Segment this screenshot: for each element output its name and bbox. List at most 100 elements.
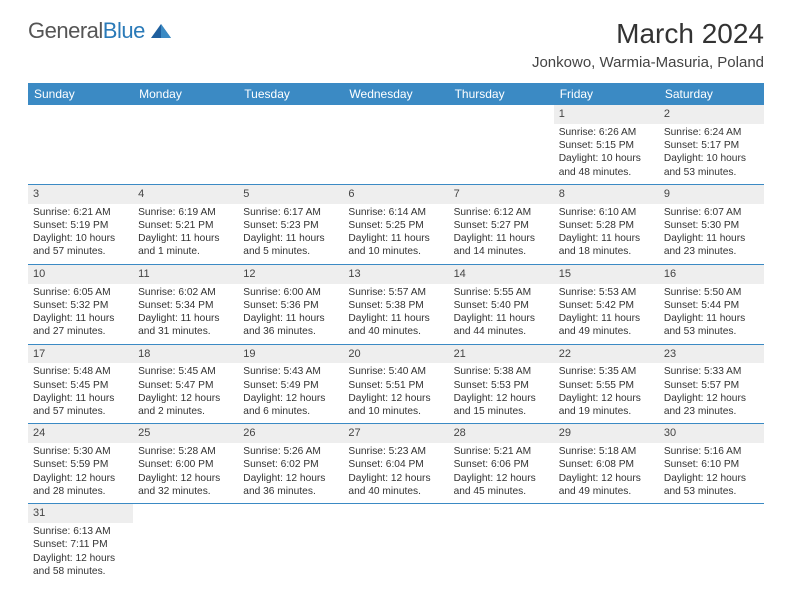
day-number: 13 [343,265,448,284]
empty-cell [133,504,238,583]
day-info: Sunrise: 5:43 AMSunset: 5:49 PMDaylight:… [243,365,338,418]
day-number: 16 [659,265,764,284]
day-cell: 20Sunrise: 5:40 AMSunset: 5:51 PMDayligh… [343,344,448,424]
day-number: 31 [28,504,133,523]
day-number: 20 [343,345,448,364]
day-cell: 7Sunrise: 6:12 AMSunset: 5:27 PMDaylight… [449,184,554,264]
empty-cell [554,504,659,583]
day-info: Sunrise: 5:26 AMSunset: 6:02 PMDaylight:… [243,445,338,498]
day-info: Sunrise: 5:55 AMSunset: 5:40 PMDaylight:… [454,286,549,339]
day-info: Sunrise: 5:18 AMSunset: 6:08 PMDaylight:… [559,445,654,498]
weekday-header: Friday [554,83,659,105]
day-cell: 25 Sunrise: 5:28 AMSunset: 6:00 PMDayligh… [133,424,238,504]
day-cell: 13 Sunrise: 5:57 AMSunset: 5:38 PMDayligh… [343,264,448,344]
day-info: Sunrise: 6:21 AMSunset: 5:19 PMDaylight:… [33,206,128,259]
day-info: Sunrise: 6:17 AMSunset: 5:23 PMDaylight:… [243,206,338,259]
day-number: 15 [554,265,659,284]
day-info: Sunrise: 5:30 AMSunset: 5:59 PMDaylight:… [33,445,128,498]
day-cell: 19Sunrise: 5:43 AMSunset: 5:49 PMDayligh… [238,344,343,424]
empty-cell [133,105,238,184]
empty-cell [238,105,343,184]
day-info: Sunrise: 5:53 AMSunset: 5:42 PMDaylight:… [559,286,654,339]
location: Jonkowo, Warmia-Masuria, Poland [532,54,764,71]
day-cell: 28 Sunrise: 5:21 AMSunset: 6:06 PMDayligh… [449,424,554,504]
day-cell: 4Sunrise: 6:19 AMSunset: 5:21 PMDaylight… [133,184,238,264]
day-number: 1 [554,105,659,124]
day-info: Sunrise: 6:19 AMSunset: 5:21 PMDaylight:… [138,206,233,259]
calendar-row: 1 Sunrise: 6:26 AMSunset: 5:15 PMDaylight… [28,105,764,184]
weekday-header: Wednesday [343,83,448,105]
day-info: Sunrise: 5:28 AMSunset: 6:00 PMDaylight:… [138,445,233,498]
day-info: Sunrise: 6:24 AMSunset: 5:17 PMDaylight:… [664,126,759,179]
day-cell: 14Sunrise: 5:55 AMSunset: 5:40 PMDayligh… [449,264,554,344]
day-number: 21 [449,345,554,364]
day-info: Sunrise: 5:21 AMSunset: 6:06 PMDaylight:… [454,445,549,498]
calendar-row: 31 Sunrise: 6:13 AMSunset: 7:11 PMDayligh… [28,504,764,583]
day-cell: 3 Sunrise: 6:21 AMSunset: 5:19 PMDaylight… [28,184,133,264]
title-block: March 2024 Jonkowo, Warmia-Masuria, Pola… [532,18,764,71]
day-number: 10 [28,265,133,284]
weekday-header: Monday [133,83,238,105]
empty-cell [449,504,554,583]
day-number: 29 [554,424,659,443]
calendar-row: 17Sunrise: 5:48 AMSunset: 5:45 PMDayligh… [28,344,764,424]
day-cell: 26Sunrise: 5:26 AMSunset: 6:02 PMDayligh… [238,424,343,504]
day-info: Sunrise: 5:16 AMSunset: 6:10 PMDaylight:… [664,445,759,498]
day-info: Sunrise: 5:23 AMSunset: 6:04 PMDaylight:… [348,445,443,498]
logo-sail-icon [149,22,173,40]
day-info: Sunrise: 5:48 AMSunset: 5:45 PMDaylight:… [33,365,128,418]
day-info: Sunrise: 6:05 AMSunset: 5:32 PMDaylight:… [33,286,128,339]
day-info: Sunrise: 5:38 AMSunset: 5:53 PMDaylight:… [454,365,549,418]
calendar-row: 3 Sunrise: 6:21 AMSunset: 5:19 PMDaylight… [28,184,764,264]
calendar-table: SundayMondayTuesdayWednesdayThursdayFrid… [28,83,764,583]
day-number: 6 [343,185,448,204]
day-number: 25 [133,424,238,443]
month-title: March 2024 [532,18,764,50]
day-info: Sunrise: 5:45 AMSunset: 5:47 PMDaylight:… [138,365,233,418]
day-number: 7 [449,185,554,204]
day-cell: 24Sunrise: 5:30 AMSunset: 5:59 PMDayligh… [28,424,133,504]
day-cell: 1 Sunrise: 6:26 AMSunset: 5:15 PMDaylight… [554,105,659,184]
weekday-header: Sunday [28,83,133,105]
day-number: 11 [133,265,238,284]
day-number: 9 [659,185,764,204]
empty-cell [343,105,448,184]
day-cell: 29 Sunrise: 5:18 AMSunset: 6:08 PMDayligh… [554,424,659,504]
day-cell: 30 Sunrise: 5:16 AMSunset: 6:10 PMDayligh… [659,424,764,504]
day-info: Sunrise: 6:10 AMSunset: 5:28 PMDaylight:… [559,206,654,259]
day-number: 3 [28,185,133,204]
day-number: 18 [133,345,238,364]
calendar-row: 10 Sunrise: 6:05 AMSunset: 5:32 PMDayligh… [28,264,764,344]
day-info: Sunrise: 5:33 AMSunset: 5:57 PMDaylight:… [664,365,759,418]
day-info: Sunrise: 6:13 AMSunset: 7:11 PMDaylight:… [33,525,128,578]
day-number: 19 [238,345,343,364]
day-cell: 22Sunrise: 5:35 AMSunset: 5:55 PMDayligh… [554,344,659,424]
day-cell: 2 Sunrise: 6:24 AMSunset: 5:17 PMDaylight… [659,105,764,184]
day-info: Sunrise: 5:35 AMSunset: 5:55 PMDaylight:… [559,365,654,418]
day-info: Sunrise: 6:14 AMSunset: 5:25 PMDaylight:… [348,206,443,259]
empty-cell [238,504,343,583]
day-info: Sunrise: 5:57 AMSunset: 5:38 PMDaylight:… [348,286,443,339]
weekday-header: Tuesday [238,83,343,105]
day-number: 28 [449,424,554,443]
calendar-body: 1 Sunrise: 6:26 AMSunset: 5:15 PMDaylight… [28,105,764,583]
day-cell: 31 Sunrise: 6:13 AMSunset: 7:11 PMDayligh… [28,504,133,583]
day-cell: 17Sunrise: 5:48 AMSunset: 5:45 PMDayligh… [28,344,133,424]
day-info: Sunrise: 6:26 AMSunset: 5:15 PMDaylight:… [559,126,654,179]
empty-cell [449,105,554,184]
day-number: 30 [659,424,764,443]
day-number: 2 [659,105,764,124]
weekday-header: Thursday [449,83,554,105]
day-number: 5 [238,185,343,204]
logo-part1: General [28,18,103,43]
logo-text: GeneralBlue [28,18,145,44]
day-cell: 16 Sunrise: 5:50 AMSunset: 5:44 PMDayligh… [659,264,764,344]
day-number: 22 [554,345,659,364]
day-info: Sunrise: 5:50 AMSunset: 5:44 PMDaylight:… [664,286,759,339]
calendar-row: 24Sunrise: 5:30 AMSunset: 5:59 PMDayligh… [28,424,764,504]
day-cell: 10 Sunrise: 6:05 AMSunset: 5:32 PMDayligh… [28,264,133,344]
day-cell: 23Sunrise: 5:33 AMSunset: 5:57 PMDayligh… [659,344,764,424]
header: GeneralBlue March 2024 Jonkowo, Warmia-M… [28,18,764,71]
day-number: 27 [343,424,448,443]
day-info: Sunrise: 6:02 AMSunset: 5:34 PMDaylight:… [138,286,233,339]
